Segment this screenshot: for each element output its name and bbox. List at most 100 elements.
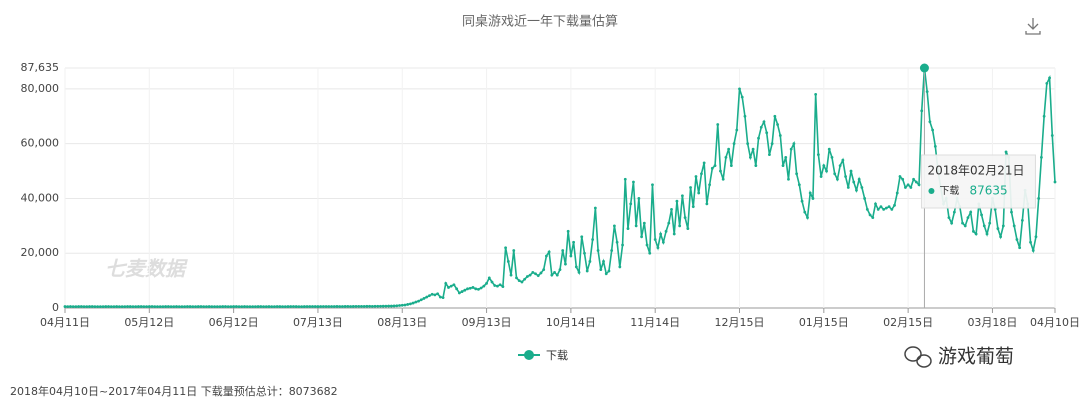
point xyxy=(501,285,505,289)
point xyxy=(585,269,589,273)
point xyxy=(1034,235,1038,239)
point xyxy=(1031,249,1035,252)
point xyxy=(365,304,369,308)
point xyxy=(506,260,510,263)
point xyxy=(797,183,801,187)
point xyxy=(803,210,807,214)
point xyxy=(205,305,208,309)
point xyxy=(632,180,635,184)
x-tick-label: 10月14日 xyxy=(546,316,596,329)
point xyxy=(117,305,121,309)
point xyxy=(357,304,361,308)
point xyxy=(729,164,733,167)
point xyxy=(109,305,113,309)
point xyxy=(645,243,649,247)
point xyxy=(808,191,812,195)
point xyxy=(224,305,227,308)
point xyxy=(313,305,317,308)
point xyxy=(196,305,200,308)
point xyxy=(373,304,377,308)
point xyxy=(1045,82,1049,85)
point xyxy=(740,95,744,99)
point xyxy=(661,240,665,244)
point xyxy=(607,269,611,273)
point xyxy=(69,305,72,308)
point xyxy=(759,125,763,129)
x-tick-label: 08月13日 xyxy=(377,316,427,329)
point xyxy=(98,305,102,309)
point xyxy=(482,284,486,288)
point xyxy=(419,298,423,302)
point xyxy=(816,153,820,157)
point xyxy=(311,305,314,308)
point xyxy=(830,155,834,159)
point xyxy=(882,208,886,211)
point xyxy=(656,246,660,250)
point xyxy=(566,229,570,233)
point xyxy=(275,305,279,308)
point xyxy=(430,292,434,296)
point xyxy=(901,177,905,181)
tooltip-date: 2018年02月21日 xyxy=(927,164,1024,178)
point xyxy=(855,188,858,192)
point xyxy=(789,147,793,151)
point xyxy=(398,304,401,307)
point xyxy=(485,281,488,285)
point xyxy=(409,302,412,306)
point xyxy=(351,305,355,308)
point xyxy=(175,305,178,308)
x-tick-label: 07月13日 xyxy=(293,316,343,329)
point xyxy=(77,305,80,308)
point xyxy=(441,296,445,299)
point xyxy=(593,206,597,210)
point xyxy=(468,286,472,290)
legend-dot xyxy=(524,350,534,360)
point xyxy=(438,295,442,299)
point xyxy=(101,305,105,309)
point xyxy=(169,305,173,309)
point xyxy=(952,210,956,214)
point xyxy=(596,249,600,252)
point xyxy=(142,305,146,309)
point xyxy=(253,305,257,309)
point xyxy=(912,177,915,181)
point xyxy=(743,114,747,118)
point xyxy=(425,295,429,299)
point xyxy=(773,114,777,118)
point xyxy=(370,304,374,308)
point xyxy=(297,305,301,309)
point xyxy=(972,229,975,233)
point xyxy=(126,305,129,308)
point xyxy=(104,305,108,308)
point xyxy=(267,305,271,308)
y-tick-label: 80,000 xyxy=(21,82,60,95)
point xyxy=(667,221,671,225)
point xyxy=(1010,210,1013,214)
point xyxy=(128,305,132,308)
point xyxy=(474,287,478,291)
point xyxy=(599,268,603,272)
point xyxy=(283,305,287,309)
point xyxy=(686,227,690,230)
point xyxy=(765,131,769,135)
point xyxy=(131,305,135,309)
point xyxy=(928,120,932,124)
point xyxy=(1042,114,1046,118)
point xyxy=(634,224,638,228)
point xyxy=(346,305,350,308)
point xyxy=(849,169,853,173)
point xyxy=(993,208,997,211)
point xyxy=(278,305,282,308)
point xyxy=(569,254,573,258)
brand: 游戏葡萄 xyxy=(938,346,1014,368)
point xyxy=(1012,224,1016,228)
point xyxy=(893,203,896,207)
point xyxy=(602,260,605,263)
download-icon[interactable] xyxy=(1025,18,1041,35)
point xyxy=(980,213,983,217)
point xyxy=(895,191,899,195)
point xyxy=(806,216,809,220)
point xyxy=(1020,218,1024,222)
point xyxy=(411,301,415,305)
point xyxy=(697,191,701,195)
